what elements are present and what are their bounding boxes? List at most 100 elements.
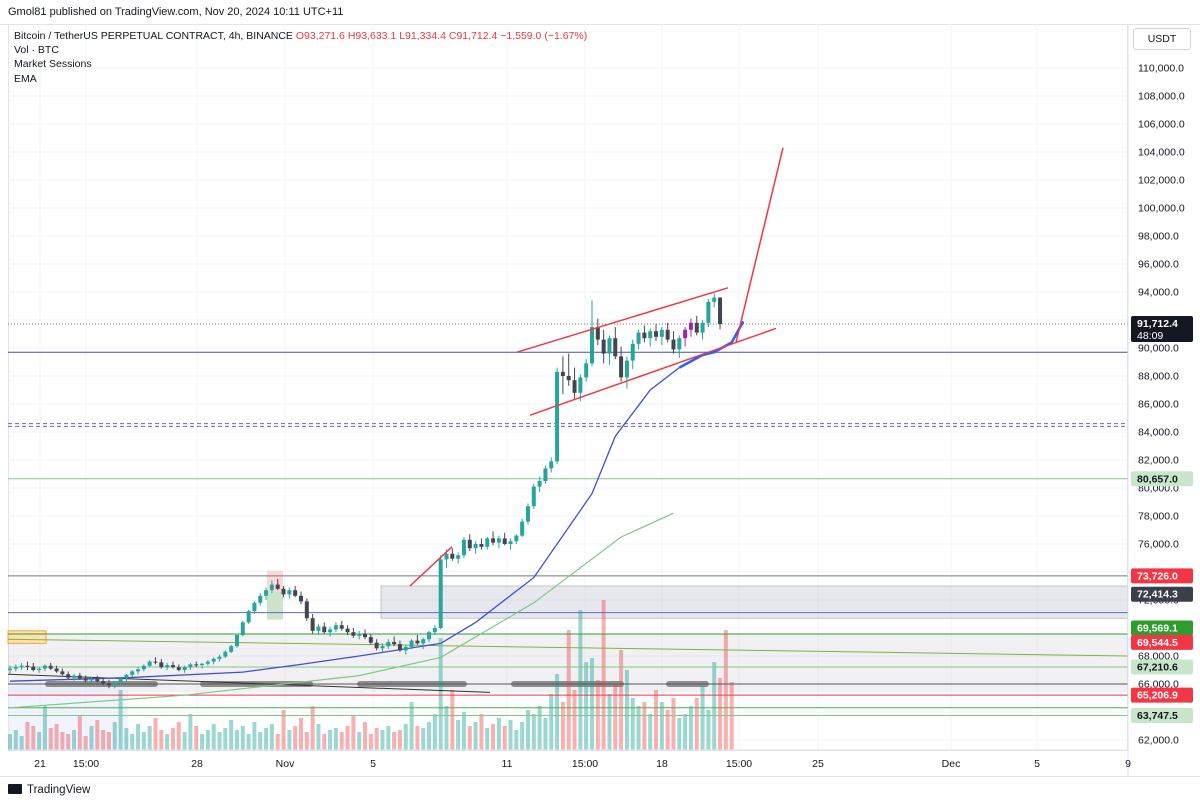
legend-indicator-ema[interactable]: EMA (14, 72, 37, 85)
ema-slow-line (9, 512, 674, 709)
volume-bar (665, 710, 670, 750)
candle-body (520, 521, 525, 536)
candle-body (170, 665, 175, 668)
volume-bar (89, 726, 94, 750)
publisher-text: Gmol81 published on TradingView.com, Nov… (8, 6, 344, 18)
volume-bar (624, 670, 629, 750)
candle-body (200, 663, 205, 666)
candle-body (264, 590, 269, 596)
candle-body (461, 539, 466, 556)
time-tick-label: 18 (656, 758, 668, 770)
legend-indicator-volume[interactable]: Vol · BTC (14, 44, 59, 57)
volume-bar (566, 630, 571, 750)
candle-body (363, 633, 368, 638)
volume-bar (619, 650, 624, 750)
candle-body (310, 618, 315, 631)
volume-bar (246, 734, 251, 750)
resistance-box (380, 585, 1129, 619)
volume-bar (683, 714, 688, 750)
volume-bar (339, 732, 344, 750)
volume-bar (182, 732, 187, 750)
volume-bar (700, 686, 705, 750)
candle-body (234, 635, 239, 647)
price-tick-label: 98,000.0 (1138, 231, 1179, 243)
candle-body (403, 646, 408, 651)
candle-body (287, 590, 292, 595)
volume-bar (473, 722, 478, 750)
volume-bar (333, 728, 338, 750)
candle-body (118, 678, 123, 683)
volume-bar (293, 726, 298, 750)
candle-body (83, 678, 88, 681)
legend-indicator-sessions[interactable]: Market Sessions (14, 58, 92, 71)
volume-bar (240, 726, 245, 750)
price-tick-label: 88,000.0 (1138, 371, 1179, 383)
price-tags: 91,712.448:09 80,657.0 73,726.0 72,414.3 69,… (1131, 316, 1193, 724)
volume-bar (275, 734, 280, 750)
candle-body (328, 629, 333, 633)
volume-bar (525, 710, 530, 750)
candle-body (269, 584, 274, 591)
price-tag-bg (1131, 316, 1193, 343)
candle-body (48, 665, 53, 669)
volume-bar (101, 730, 106, 750)
candle-body (502, 538, 507, 544)
time-axis[interactable]: 21 15:00 28 Nov 5 11 15:00 18 15:00 25 Dec 5 9 (8, 749, 1131, 770)
candle-body (642, 332, 647, 339)
candle-body (194, 664, 199, 666)
volume-bar (601, 600, 606, 750)
volume-bar (118, 690, 123, 750)
price-tick-label: 76,000.0 (1138, 539, 1179, 551)
price-tag-bg (1131, 586, 1193, 602)
volume-bar (368, 734, 373, 750)
candle-body (333, 625, 338, 630)
volume-bar (723, 630, 728, 750)
price-tag-label: 73,726.0 (1137, 570, 1178, 582)
currency-button[interactable]: USDT (1133, 28, 1191, 50)
tradingview-logo[interactable]: TradingView (8, 784, 90, 796)
candle-body (491, 538, 496, 543)
volume-bar (299, 718, 303, 750)
volume-bar (374, 728, 379, 750)
volume-bar (66, 734, 71, 750)
candle-body (718, 297, 723, 325)
candle-body (182, 667, 187, 670)
price-tick-label: 102,000.0 (1138, 175, 1185, 187)
volume-bar (48, 728, 53, 750)
volume-bar (124, 728, 129, 750)
legend-symbol-row: Bitcoin / TetherUS PERPETUAL CONTRACT, 4… (14, 29, 587, 43)
volume-bar (380, 730, 385, 750)
time-tick-label: Dec (942, 758, 961, 770)
candle-body (584, 363, 589, 378)
legend-ohlc: O93,271.6 H93,633.1 L91,334.4 C91,712.4 … (295, 30, 588, 42)
price-tag-label: 69,544.5 (1137, 637, 1178, 649)
volume-bar (415, 726, 420, 750)
candle-body (374, 642, 379, 649)
candle-body (13, 667, 18, 669)
volume-bar (19, 736, 24, 750)
price-tag: 73,726.0 (1131, 568, 1193, 584)
candle-body (240, 622, 245, 635)
volume-bar (392, 732, 397, 750)
candle-body (386, 642, 391, 647)
legend-symbol: Bitcoin / TetherUS PERPETUAL CONTRACT, 4… (14, 30, 293, 42)
candle-body (648, 331, 653, 339)
time-tick-label: 11 (502, 758, 513, 770)
price-tick-label: 78,000.0 (1138, 511, 1179, 523)
volume-bar (461, 712, 466, 750)
candle-body (37, 668, 42, 670)
price-tag: 91,712.448:09 (1131, 316, 1193, 343)
price-tag-label: 72,414.3 (1137, 589, 1178, 601)
candle-body (42, 665, 47, 669)
candle-body (159, 662, 164, 668)
volume-bar (654, 690, 659, 750)
candles (8, 293, 723, 689)
candle-body (531, 486, 536, 507)
volume-bar (281, 710, 286, 750)
volume-bar (77, 716, 82, 750)
time-tick-label: 28 (191, 758, 203, 770)
candle-body (421, 639, 426, 644)
candle-body (351, 632, 356, 636)
candle-body (66, 674, 71, 678)
